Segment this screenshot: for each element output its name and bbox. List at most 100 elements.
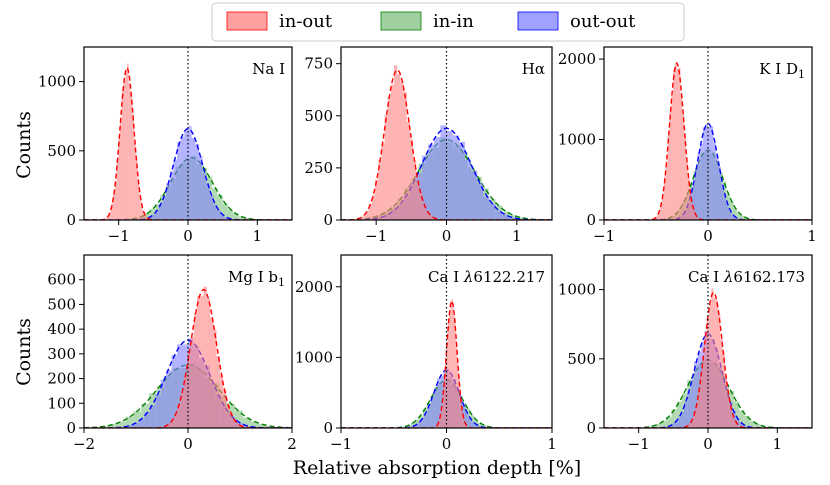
bar-out-out [177,344,183,428]
bar-out-out [739,422,743,428]
y-axis-label-top: Counts [13,111,35,179]
y-tick-label: 200 [47,370,76,388]
bar-out-out [162,196,167,220]
bar-in-in [744,217,749,220]
bar-in-in [227,209,234,220]
bar-out-out [151,214,156,220]
bar-out-out [433,389,438,428]
bar-in-in [250,421,259,428]
bar-in-out [435,425,438,428]
bar-out-out [147,216,152,220]
y-axis-label-bottom: Counts [13,318,35,386]
bar-in-out [146,217,148,220]
bar-in-out [368,203,372,220]
bar-in-out [691,204,694,220]
bar-in-out [125,70,127,220]
bar-in-out [684,133,686,220]
y-tick-label: 2000 [558,50,596,68]
bar-in-out [236,423,240,428]
bar-in-in [749,421,755,428]
bar-in-out [733,419,737,428]
bar-in-out [406,121,410,220]
bar-out-out [198,156,203,220]
bar-in-in [212,188,218,220]
bar-out-out [138,419,145,428]
bar-in-out [696,217,699,220]
bar-out-out [166,183,170,220]
bar-in-out [662,193,665,220]
bar-out-out [180,136,185,220]
bar-in-out [132,114,134,220]
bar-in-in [234,410,243,428]
bar-in-out [432,217,436,220]
bar-in-in [266,426,274,428]
bar-out-out [666,426,670,428]
bar-in-out [658,210,661,220]
bar-out-out [169,171,174,220]
panel-label: Ca I λ6122.217 [428,268,545,286]
y-tick-label: 1000 [558,281,596,299]
bar-out-out [723,193,727,220]
bar-in-in [729,201,734,220]
y-tick-label: 250 [304,159,333,177]
bar-in-out [184,375,188,428]
bar-in-out [691,419,694,428]
bar-out-out [690,379,695,428]
histogram-in-out [651,64,703,220]
panel-label: Na I [252,60,285,78]
bar-in-in [650,425,656,428]
bar-out-out [736,218,740,220]
bar-in-in [117,421,126,428]
bar-in-out [111,203,114,220]
bar-out-out [715,154,719,220]
bar-in-out [121,89,124,220]
panel-label: K I D1 [759,60,805,81]
x-tick-label: 0 [183,435,193,453]
bar-in-in [238,216,244,220]
bar-out-out [428,144,435,220]
bar-in-in [243,218,249,220]
x-tick-label: 1 [253,227,263,245]
bar-in-out [458,376,460,428]
bar-out-out [471,170,478,220]
bar-in-out [144,215,147,220]
bar-in-out [400,81,404,220]
bar-in-out [142,211,145,220]
histogram-in-out [158,286,250,428]
bar-out-out [673,422,677,428]
fit-curve-in-out [84,66,292,220]
bar-in-out [116,159,119,220]
bar-in-out [665,161,668,220]
bar-in-out [446,342,448,428]
histogram-in-out [682,288,746,428]
bar-out-out [220,214,225,220]
bar-out-out [414,424,419,428]
bar-out-out [127,425,134,428]
bar-in-out [445,361,447,428]
bar-in-out [397,74,401,220]
bar-in-out [197,295,201,428]
bar-in-in [733,207,738,220]
y-tick-label: 0 [323,211,333,229]
panel-na-i: −1 0 1 0 500 1000 Na I [38,46,293,245]
bar-out-out [728,210,732,220]
bar-in-in [217,195,223,220]
bar-in-out [689,192,692,220]
bar-in-out [462,414,464,428]
bar-out-out [217,210,221,220]
bar-in-in [666,416,672,428]
bar-out-out [508,216,515,220]
bar-in-in [478,422,483,428]
bar-out-out [710,126,714,220]
bar-in-out [439,414,442,428]
bar-out-out [440,125,447,220]
bar-in-out [375,179,379,220]
x-tick-label: 1 [773,435,783,453]
bar-in-in [258,424,266,428]
x-axis-label: Relative absorption depth [%] [293,457,581,479]
bar-in-in [734,401,740,428]
bar-in-out [174,414,178,428]
bar-in-out [729,403,732,428]
